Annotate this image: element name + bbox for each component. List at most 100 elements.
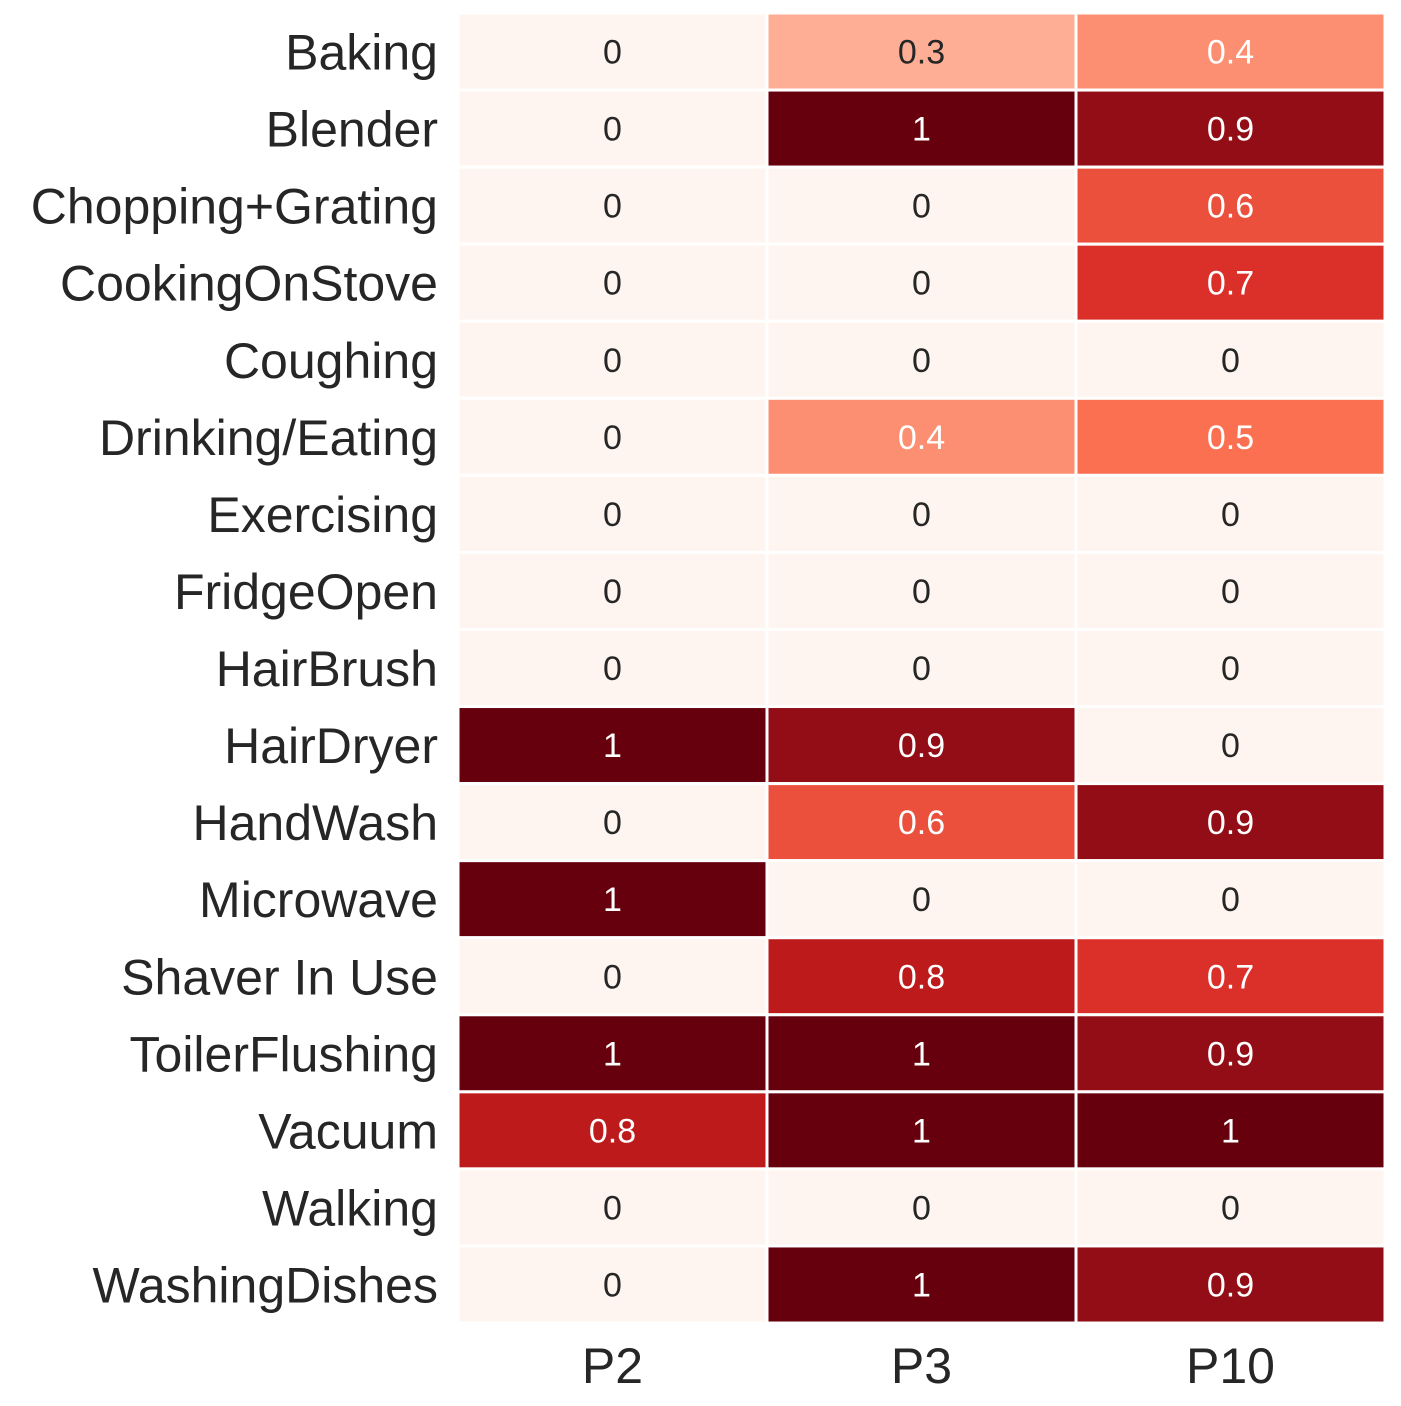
heatmap-cell (1074, 550, 1387, 631)
cell-value-label: 0 (1221, 881, 1240, 919)
cell-value-label: 0 (603, 34, 622, 72)
row-tick-label: HandWash (193, 795, 438, 851)
heatmap-cell (456, 11, 769, 92)
row-tick-label: Drinking/Eating (99, 410, 438, 466)
cell-value-label: 0 (603, 958, 622, 996)
cell-value-label: 0 (603, 496, 622, 534)
cell-value-label: 0 (912, 342, 931, 380)
heatmap-cell (456, 1013, 769, 1094)
row-tick-label: Walking (262, 1180, 438, 1236)
column-tick-label: P3 (891, 1338, 952, 1394)
cell-value-label: 0.9 (1207, 1266, 1254, 1304)
cell-value-label: 0 (603, 419, 622, 457)
column-labels: P2 P3 P10 (582, 1338, 1275, 1394)
cell-value-label: 0.9 (1207, 1035, 1254, 1073)
heatmap-cell (1074, 1013, 1387, 1094)
cell-value-label: 1 (603, 1035, 622, 1073)
cell-value-label: 0.7 (1207, 265, 1254, 303)
cell-value-label: 0 (912, 496, 931, 534)
heatmap-cell (765, 1244, 1078, 1325)
row-tick-label: WashingDishes (92, 1257, 438, 1313)
cell-value-label: 0 (912, 1189, 931, 1227)
cell-value-label: 0 (603, 573, 622, 611)
cell-value-label: 0 (603, 342, 622, 380)
cell-value-label: 0.8 (898, 958, 945, 996)
cell-value-label: 0 (1221, 650, 1240, 688)
heatmap-cell (765, 550, 1078, 631)
heatmap-cell (1074, 473, 1387, 554)
row-tick-label: Chopping+Grating (31, 179, 438, 235)
cell-value-label: 0.6 (898, 804, 945, 842)
cell-value-label: 0 (603, 650, 622, 688)
heatmap-cell (456, 473, 769, 554)
cell-value-label: 0 (1221, 342, 1240, 380)
row-tick-label: Shaver In Use (121, 949, 438, 1005)
row-tick-label: FridgeOpen (174, 564, 438, 620)
row-tick-label: HairDryer (224, 718, 438, 774)
heatmap-cell (456, 550, 769, 631)
heatmap-cell (1074, 242, 1387, 323)
cell-value-label: 0 (1221, 1189, 1240, 1227)
heatmap-cell (765, 705, 1078, 786)
heatmap-cell (1074, 627, 1387, 709)
cell-value-label: 0.4 (1207, 34, 1254, 72)
heatmap-cell (765, 1167, 1078, 1248)
cell-value-label: 0.9 (898, 727, 945, 765)
heatmap-cell (456, 705, 769, 786)
heatmap-cell (456, 936, 769, 1017)
cell-value-label: 0 (603, 1189, 622, 1227)
row-tick-label: Coughing (224, 333, 438, 389)
cell-value-label: 0.4 (898, 419, 945, 457)
row-tick-label: ToilerFlushing (130, 1026, 438, 1082)
cell-value-label: 1 (603, 881, 622, 919)
heatmap-cell (1074, 936, 1387, 1017)
heatmap-cell (1074, 1090, 1387, 1171)
cell-value-label: 1 (603, 727, 622, 765)
heatmap-cell (1074, 782, 1387, 863)
heatmap-cell (765, 165, 1078, 246)
heatmap-cell (1074, 1244, 1387, 1325)
column-tick-label: P10 (1186, 1338, 1275, 1394)
cell-value-label: 0 (603, 265, 622, 303)
cell-value-label: 0 (603, 111, 622, 149)
cell-value-label: 0 (1221, 727, 1240, 765)
cell-value-label: 0 (912, 573, 931, 611)
row-tick-label: Blender (266, 102, 438, 158)
heatmap-cell (456, 242, 769, 323)
heatmap-cell (456, 1167, 769, 1248)
cell-value-label: 1 (912, 1035, 931, 1073)
cell-value-label: 0.9 (1207, 111, 1254, 149)
cell-value-label: 0 (912, 188, 931, 226)
cell-value-label: 1 (912, 1112, 931, 1150)
cell-value-label: 0.8 (589, 1112, 636, 1150)
cell-value-label: 0.9 (1207, 804, 1254, 842)
cell-value-label: 0.3 (898, 34, 945, 72)
cell-value-label: 1 (912, 111, 931, 149)
cell-value-label: 0 (912, 650, 931, 688)
cell-value-label: 1 (912, 1266, 931, 1304)
heatmap-cell (456, 782, 769, 863)
heatmap-cell (456, 1090, 769, 1171)
heatmap-cell (1074, 396, 1387, 477)
row-tick-label: Vacuum (258, 1103, 438, 1159)
row-labels: Baking Blender Chopping+Grating CookingOnSt… (31, 25, 438, 1314)
column-tick-label: P2 (582, 1338, 643, 1394)
row-tick-label: CookingOnStove (60, 256, 438, 312)
heatmap-cell (1074, 859, 1387, 940)
row-tick-label: HairBrush (216, 641, 438, 697)
heatmap-cell (1074, 88, 1387, 169)
row-tick-label: Microwave (199, 872, 438, 928)
cell-value-label: 0 (603, 804, 622, 842)
heatmap-cell (1074, 1167, 1387, 1248)
heatmap-cell (1074, 705, 1387, 786)
cell-value-label: 0 (1221, 573, 1240, 611)
cell-value-label: 0 (603, 1266, 622, 1304)
heatmap-cells: 0 0.3 0.4 0 1 0.9 0 0 0.6 0 0 0.7 0 0 0 0 0.4 0.5 0 0 0 0 0 0 0 0… (456, 11, 1387, 1325)
heatmap-cell (765, 11, 1078, 92)
cell-value-label: 0 (603, 188, 622, 226)
row-tick-label: Baking (285, 25, 438, 81)
cell-value-label: 0.7 (1207, 958, 1254, 996)
cell-value-label: 0 (1221, 496, 1240, 534)
row-tick-label: Exercising (207, 487, 438, 543)
